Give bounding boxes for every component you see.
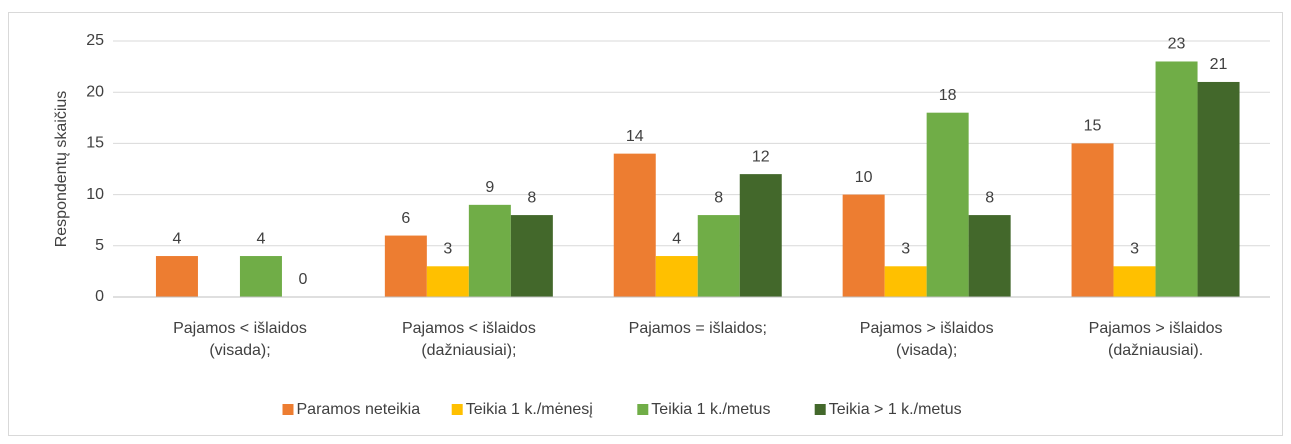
bar xyxy=(1113,266,1156,297)
data-label: 14 xyxy=(626,128,644,145)
data-label: 4 xyxy=(672,230,681,247)
y-tick-label: 20 xyxy=(86,83,104,100)
data-label: 21 xyxy=(1210,56,1228,73)
data-label: 0 xyxy=(298,271,307,288)
x-tick-label: Pajamos < išlaidos (dažniausiai); xyxy=(401,320,536,359)
bar xyxy=(968,215,1011,297)
data-label: 8 xyxy=(714,189,723,206)
x-tick-label: Pajamos = išlaidos; xyxy=(628,320,767,337)
y-tick-label: 5 xyxy=(95,237,104,254)
data-label: 23 xyxy=(1168,36,1186,53)
legend-swatch xyxy=(637,404,649,415)
data-label: 4 xyxy=(172,230,181,247)
legend-label: Teikia 1 k./metus xyxy=(651,401,770,418)
bar xyxy=(842,194,885,297)
x-tick-label: Pajamos < išlaidos (visada); xyxy=(173,320,307,359)
y-tick-label: 10 xyxy=(86,186,104,203)
data-label: 6 xyxy=(401,210,410,227)
legend-label: Paramos neteikia xyxy=(297,401,421,418)
legend-label: Teikia 1 k./mėnesį xyxy=(466,401,593,418)
bar xyxy=(510,215,553,297)
x-tick-label: Pajamos > išlaidos (visada); xyxy=(859,320,994,359)
bar xyxy=(1197,81,1240,298)
y-axis-label: Respondentų skaičius xyxy=(53,91,70,248)
data-label: 18 xyxy=(939,87,957,104)
x-tick-label: Pajamos > išlaidos (dažniausiai). xyxy=(1088,320,1223,359)
data-label: 3 xyxy=(443,240,452,257)
y-tick-label: 25 xyxy=(86,32,104,49)
bar xyxy=(739,174,782,297)
data-label: 10 xyxy=(855,169,873,186)
bar xyxy=(613,153,656,297)
data-label: 3 xyxy=(1130,240,1139,257)
data-label: 8 xyxy=(527,189,536,206)
bar xyxy=(155,256,198,297)
data-label: 9 xyxy=(485,179,494,196)
legend-swatch xyxy=(814,404,826,415)
bar xyxy=(1071,143,1114,297)
data-label: 8 xyxy=(985,189,994,206)
legend-swatch xyxy=(451,404,463,415)
bar xyxy=(426,266,469,297)
bar xyxy=(468,204,511,297)
bar xyxy=(655,256,698,297)
bar xyxy=(384,235,427,297)
data-label: 4 xyxy=(256,230,265,247)
bar xyxy=(926,112,969,298)
data-label: 3 xyxy=(901,240,910,257)
y-tick-label: 15 xyxy=(86,135,104,152)
data-label: 12 xyxy=(752,148,770,165)
bar xyxy=(697,215,740,297)
bar xyxy=(239,256,282,297)
bar xyxy=(1155,61,1198,298)
legend-swatch xyxy=(282,404,294,415)
bar xyxy=(884,266,927,297)
legend-label: Teikia > 1 k./metus xyxy=(829,401,962,418)
y-tick-label: 0 xyxy=(95,288,104,305)
data-label: 15 xyxy=(1084,118,1102,135)
